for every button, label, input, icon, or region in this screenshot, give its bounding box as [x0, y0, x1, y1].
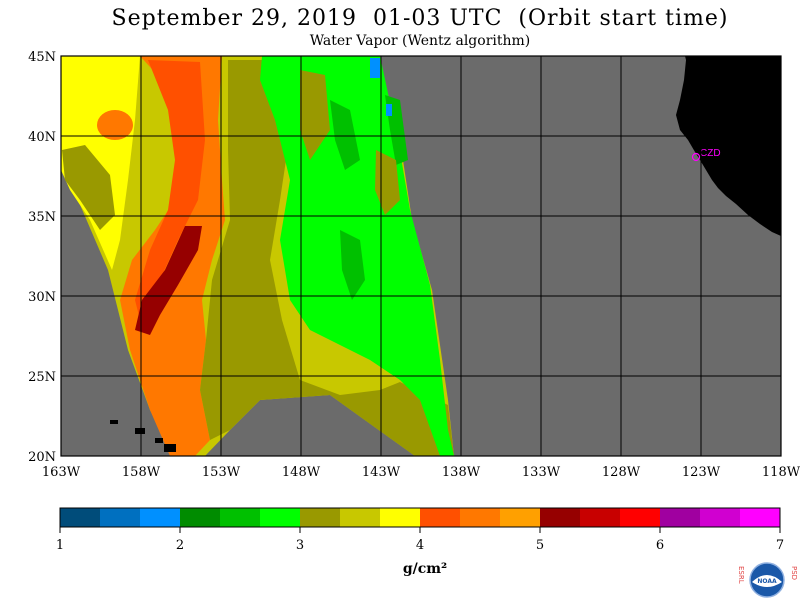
station-marker-czd: CZD — [691, 148, 721, 162]
colorbar-swatch — [700, 508, 741, 527]
land-island-3 — [155, 438, 163, 443]
longitude-labels: 163W 158W 153W 148W 143W 138W 133W 128W 123W 118W — [42, 465, 800, 480]
colorbar-swatch — [660, 508, 701, 527]
lon-label: 148W — [282, 465, 321, 480]
lat-label: 45N — [28, 50, 56, 65]
lon-label: 118W — [762, 465, 800, 480]
swath-zone-darkgreen-1 — [330, 100, 360, 170]
swath-zone-darkgreen-2 — [340, 230, 365, 300]
logo-right-text: PSD — [790, 566, 798, 580]
colorbar-swatch — [260, 508, 301, 527]
lon-label: 163W — [42, 465, 81, 480]
swath-spot-blue-2 — [386, 104, 392, 116]
colorbar-tick-labels: 1 2 3 4 5 6 7 — [56, 527, 784, 553]
colorbar-swatch — [420, 508, 461, 527]
lat-label: 25N — [28, 370, 56, 385]
colorbar-swatch — [380, 508, 421, 527]
lon-label: 143W — [362, 465, 401, 480]
map-field — [61, 56, 781, 456]
colorbar — [60, 508, 781, 527]
colorbar-tick-label: 5 — [536, 538, 544, 553]
land-island-2 — [135, 428, 145, 434]
noaa-esrl-psd-logo: ESRL PSD NOAA — [737, 562, 798, 598]
colorbar-swatch — [100, 508, 141, 527]
swath-zone-olive-streak — [300, 70, 330, 160]
lon-label: 133W — [522, 465, 561, 480]
land-north-america — [676, 56, 781, 236]
colorbar-tick-label: 7 — [776, 538, 784, 553]
lat-label: 30N — [28, 290, 56, 305]
colorbar-swatch — [220, 508, 261, 527]
swath-spot-orange — [97, 110, 133, 140]
colorbar-tick-label: 4 — [416, 538, 424, 553]
station-label: CZD — [700, 148, 721, 159]
map-title: September 29, 2019 01-03 UTC (Orbit star… — [111, 6, 729, 31]
colorbar-swatch — [500, 508, 541, 527]
colorbar-tick-label: 3 — [296, 538, 304, 553]
lon-label: 158W — [122, 465, 161, 480]
map-subtitle: Water Vapor (Wentz algorithm) — [309, 33, 531, 49]
colorbar-tick-label: 1 — [56, 538, 64, 553]
lat-label: 20N — [28, 450, 56, 465]
colorbar-swatch — [180, 508, 221, 527]
colorbar-swatch — [60, 508, 101, 527]
map-frame — [60, 55, 782, 457]
lon-label: 153W — [202, 465, 241, 480]
lat-label: 35N — [28, 210, 56, 225]
lon-label: 123W — [682, 465, 721, 480]
land-island-4 — [164, 444, 176, 452]
swath-spot-blue-1 — [370, 58, 380, 78]
logo-center-text: NOAA — [757, 578, 777, 585]
swath-zone-dark-orange — [135, 60, 205, 320]
swath-zone-olive-west — [62, 145, 115, 230]
swath-zone-olive — [200, 60, 454, 456]
map-grid — [61, 56, 781, 456]
lon-label: 138W — [442, 465, 481, 480]
swath-zone-dark-red — [135, 226, 202, 335]
colorbar-swatch — [740, 508, 781, 527]
colorbar-tick-label: 6 — [656, 538, 664, 553]
lon-label: 128W — [602, 465, 641, 480]
lat-label: 40N — [28, 130, 56, 145]
colorbar-swatch — [460, 508, 501, 527]
logo-left-text: ESRL — [737, 566, 745, 584]
colorbar-tick-label: 2 — [176, 538, 184, 553]
latitude-labels: 45N 40N 35N 30N 25N 20N — [28, 50, 56, 465]
colorbar-swatch — [580, 508, 621, 527]
colorbar-swatch — [140, 508, 181, 527]
colorbar-swatch — [340, 508, 381, 527]
colorbar-units: g/cm² — [402, 561, 448, 577]
land-island-1 — [110, 420, 118, 424]
colorbar-swatch — [300, 508, 341, 527]
colorbar-swatch — [540, 508, 581, 527]
colorbar-swatch — [620, 508, 661, 527]
